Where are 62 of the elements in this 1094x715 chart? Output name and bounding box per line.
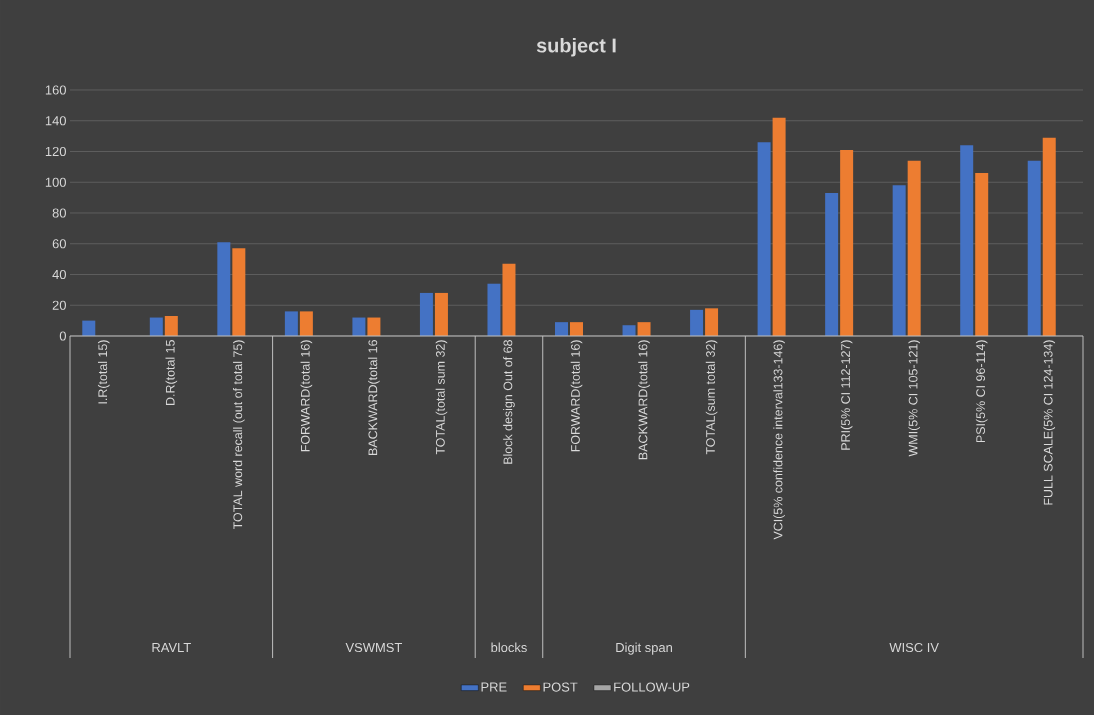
bar [825,193,839,336]
bar [352,317,366,336]
x-tick-label: TOTAL(total sum 32) [435,340,448,455]
x-tick-label: BACKWARD(total 16 [368,340,380,455]
x-tick-label: I.R(total 15) [97,340,110,404]
bar [217,242,231,336]
x-tick-label: FULL SCALE(5% CI 124-134) [1043,340,1056,505]
text: blocks [491,642,527,653]
bar [705,308,719,336]
bar [840,149,854,336]
bar [907,160,921,336]
bar [960,145,974,336]
bar [149,317,163,336]
bar [487,283,501,336]
bar [772,117,786,336]
legend-label: POST [543,682,578,692]
bar [164,316,178,336]
x-tick-label: TOTAL word recall (out of total 75) [233,340,245,530]
bar [502,263,516,336]
y-tick-label: 40 [52,269,66,280]
x-tick-label: VCI(5% confidence interval133-146) [773,340,785,540]
y-tick-label: 160 [45,85,66,95]
bar [622,325,636,336]
y-tick-label: 140 [45,116,66,126]
text: Digit span [616,642,672,655]
x-tick-label: PSI(5% CI 96-114) [975,340,988,443]
x-tick-label: FORWARD(total 16) [300,340,313,452]
bar [570,322,583,336]
legend-label: FOLLOW-UP [614,682,690,692]
y-tick-label: 60 [52,239,66,249]
bar [232,248,246,336]
bar [1027,160,1041,336]
x-tick-label: PRI(5% CI 112-127) [840,340,853,450]
y-tick-label: 0 [59,331,66,341]
x-tick-label: Block design Out of 68 [503,340,515,464]
bar [299,311,313,336]
x-tick-label: FORWARD(total 16) [570,340,583,452]
text: RAVLT [152,643,191,652]
y-tick-label: 100 [45,177,66,187]
y-tick-label: 120 [45,146,66,157]
bar [892,185,906,336]
bar [975,173,989,336]
bar [555,322,568,336]
x-tick-label: WMI(5% CI 105-121) [908,340,920,457]
x-tick-label: TOTAL(sum total 32) [705,340,718,455]
bar [367,317,381,336]
bar [434,292,448,336]
legend-label: PRE [481,682,507,692]
bar [690,309,704,336]
x-tick-label: D.R(total 15 [165,340,178,405]
bar [419,292,433,336]
bar [1042,137,1056,336]
bar [757,142,771,336]
x-tick-label: BACKWARD(total 16) [638,340,650,460]
y-tick-label: 20 [52,300,66,310]
bar [82,320,96,336]
bar [637,322,651,336]
bar [284,311,298,336]
chart-title: subject I [536,37,616,57]
text: VSWMST [345,642,403,653]
y-tick-label: 80 [52,208,66,218]
text: WISC IV [889,642,939,653]
